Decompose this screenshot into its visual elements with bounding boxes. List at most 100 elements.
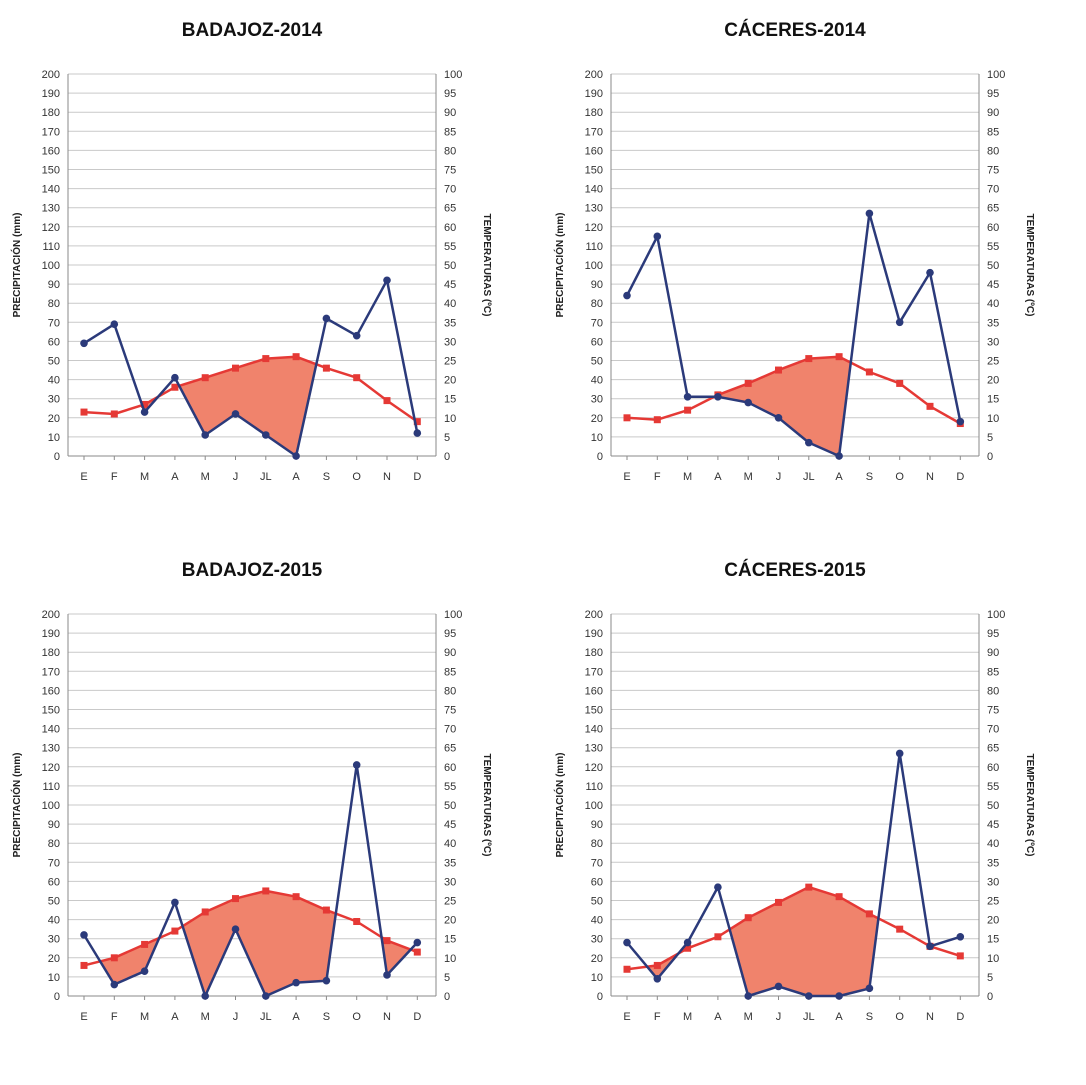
y-tick-label: 0	[54, 451, 60, 463]
x-tick-label: E	[80, 1011, 87, 1023]
temperature-point	[653, 416, 661, 424]
y2-tick-label: 85	[987, 666, 999, 678]
precipitation-point	[292, 452, 300, 460]
y2-tick-label: 90	[444, 647, 456, 659]
temperature-line	[626, 885, 961, 971]
precipitation-point	[201, 992, 209, 1000]
y2-tick-label: 20	[987, 375, 999, 387]
x-tick-label: F	[654, 471, 661, 483]
y2-tick-label: 15	[987, 394, 999, 406]
chart-panel-badajoz-2015: BADAJOZ-2015 0 10 20 30 40 50 60 70 80 90 100 110 120…	[0, 540, 543, 1080]
y-tick-label: 50	[591, 896, 603, 908]
precipitation-point	[744, 398, 752, 407]
x-tick-label: M	[744, 471, 753, 483]
precipitation-point	[956, 417, 965, 426]
x-tick-label: D	[413, 1011, 421, 1023]
y2-tick-label: 45	[444, 279, 456, 291]
y-tick-label: 20	[48, 413, 60, 425]
y2-axis-title: TEMPERATURAS (ºC)	[1024, 214, 1035, 317]
y-tick-label: 150	[42, 165, 60, 177]
y2-tick-label: 50	[444, 800, 456, 812]
x-tick-label: E	[623, 471, 630, 483]
y2-tick-label: 80	[987, 145, 999, 157]
y-tick-label: 130	[585, 203, 603, 215]
y-tick-label: 40	[48, 375, 60, 387]
y-tick-label: 10	[48, 972, 60, 984]
y2-tick-label: 85	[444, 126, 456, 138]
y-tick-label: 170	[42, 666, 60, 678]
temperature-point	[353, 918, 361, 926]
precipitation-point	[110, 980, 119, 989]
x-tick-label: N	[383, 471, 391, 483]
precipitation-point	[956, 932, 965, 941]
y-tick-label: 190	[585, 88, 603, 100]
precipitation-point	[413, 429, 422, 437]
precipitation-point	[413, 938, 422, 947]
x-tick-label: A	[292, 471, 300, 483]
y2-tick-label: 25	[444, 896, 456, 908]
y-tick-label: 10	[591, 972, 603, 984]
y2-tick-label: 0	[987, 991, 993, 1003]
y-tick-label: 110	[585, 241, 603, 253]
temperature-point	[232, 364, 239, 372]
temperature-point	[201, 908, 209, 916]
x-tick-label: O	[352, 471, 361, 483]
precipitation-point	[171, 373, 179, 382]
precipitation-point	[140, 408, 149, 416]
y2-tick-label: 90	[987, 647, 999, 659]
temperature-point	[623, 414, 631, 422]
x-tick-label: E	[80, 471, 87, 483]
precipitation-point	[383, 971, 391, 979]
temperature-point	[684, 406, 692, 414]
y-tick-label: 140	[42, 184, 60, 196]
x-tick-label: M	[201, 1011, 210, 1023]
y2-tick-label: 70	[987, 724, 999, 736]
y2-tick-label: 80	[987, 685, 999, 697]
arid-period-area	[381, 937, 411, 975]
x-tick-label: M	[744, 1011, 753, 1023]
y-tick-label: 60	[591, 876, 603, 888]
y2-tick-label: 40	[444, 838, 456, 850]
precipitation-point	[835, 452, 843, 460]
y2-tick-label: 75	[444, 165, 456, 177]
y-tick-label: 180	[42, 647, 60, 659]
chart-title: BADAJOZ-2015	[182, 560, 323, 581]
precipitation-point	[140, 967, 149, 975]
temperature-line	[83, 355, 419, 423]
temperature-point	[141, 940, 149, 948]
temperature-point	[865, 368, 873, 376]
y2-tick-label: 60	[444, 762, 456, 774]
precipitation-point	[835, 992, 843, 1000]
y-axis-title: PRECIPITACIÓN (mm)	[553, 753, 566, 858]
y2-tick-label: 20	[444, 375, 456, 387]
y2-tick-label: 40	[987, 298, 999, 310]
y-tick-label: 100	[42, 260, 60, 272]
temperature-point	[292, 353, 300, 361]
y2-tick-label: 90	[444, 107, 456, 119]
y-tick-label: 30	[48, 394, 60, 406]
chart-svg: CÁCERES-20150102030405060708090100110120…	[553, 559, 1035, 1023]
y2-tick-label: 65	[444, 743, 456, 755]
y-tick-label: 170	[42, 126, 60, 138]
y2-tick-label: 50	[444, 260, 456, 272]
precipitation-line	[82, 763, 419, 998]
x-tick-label: A	[835, 471, 843, 483]
x-tick-label: A	[714, 1011, 722, 1023]
temperature-line	[83, 889, 418, 967]
y-tick-label: 120	[585, 762, 603, 774]
y2-tick-label: 30	[444, 876, 456, 888]
y2-tick-label: 35	[987, 857, 999, 869]
arid-period-area	[179, 356, 317, 456]
precipitation-point	[231, 410, 240, 418]
x-tick-label: S	[323, 471, 330, 483]
precipitation-point	[926, 942, 934, 951]
y-tick-label: 0	[54, 991, 60, 1003]
precipitation-point	[895, 318, 904, 327]
y-tick-label: 60	[48, 876, 60, 888]
y-tick-label: 150	[42, 705, 60, 717]
precipitation-line	[83, 279, 419, 458]
y2-tick-label: 35	[987, 317, 999, 329]
y-tick-label: 110	[42, 241, 60, 253]
y2-tick-label: 10	[444, 413, 456, 425]
x-tick-label: J	[233, 1011, 239, 1023]
